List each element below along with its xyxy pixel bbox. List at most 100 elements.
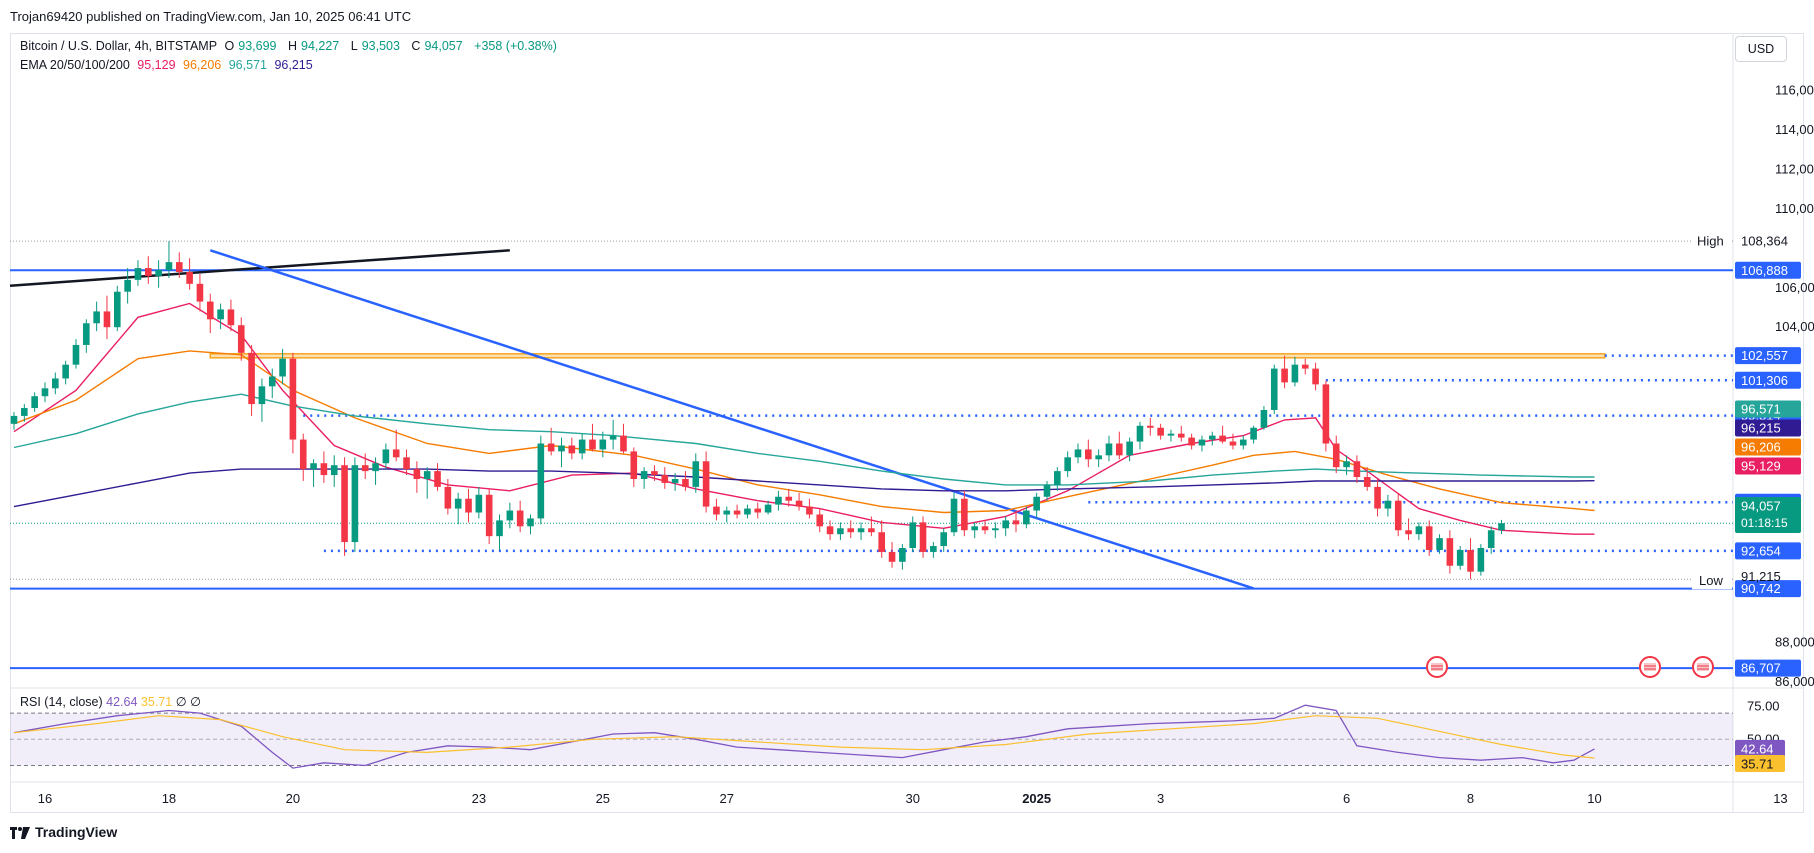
ema-badge-1: 96,215 (1741, 421, 1781, 436)
candle-body-21 (227, 309, 235, 326)
candle-body-59 (620, 435, 627, 452)
candle-body-34 (361, 465, 369, 472)
x-tick-label-2: 20 (286, 791, 300, 806)
ema-label[interactable]: EMA 20/50/100/200 (20, 58, 130, 72)
candle-body-86 (899, 548, 906, 562)
candle-body-89 (930, 546, 937, 552)
symbol-name[interactable]: Bitcoin / U.S. Dollar, 4h, BITSTAMP (20, 39, 218, 53)
change-value: +358 (+0.38%) (474, 39, 557, 53)
ema-badge-2-bg (1735, 438, 1801, 456)
candle-body-77 (806, 506, 813, 515)
x-tick-label-8: 3 (1157, 791, 1164, 806)
candle-body-36 (382, 449, 390, 464)
candle-body-18 (196, 283, 204, 302)
currency-button[interactable]: USD (1735, 36, 1787, 62)
candle-body-127 (1322, 384, 1330, 444)
candle-body-139 (1446, 538, 1454, 566)
low-value: 93,503 (361, 39, 400, 53)
level-badge-2: 101,306 (1741, 373, 1788, 388)
candle-body-78 (816, 514, 824, 527)
candle-body-106 (1105, 443, 1113, 456)
candle-body-100 (1043, 484, 1051, 497)
candle-body-11 (124, 279, 131, 292)
level-badge-0-bg (1735, 261, 1801, 279)
candle-body-33 (351, 465, 359, 543)
candle-body-23 (248, 352, 255, 405)
level-badge-1: 102,557 (1741, 348, 1788, 363)
rsi-line (13, 704, 1595, 769)
candle-body-98 (1023, 510, 1030, 525)
candle-body-26 (279, 358, 286, 377)
high-value: 94,227 (301, 39, 340, 53)
high-label: High (1697, 234, 1724, 249)
us-event-flag-1 (1644, 663, 1656, 671)
countdown-badge: 01:18:15 (1741, 516, 1788, 530)
x-tick-label-3: 23 (472, 791, 486, 806)
level-badge-6: 90,742 (1741, 581, 1781, 596)
candle-body-96 (1002, 520, 1009, 529)
candle-body-60 (630, 451, 638, 479)
x-tick-label-0: 16 (38, 791, 52, 806)
candle-body-115 (1198, 439, 1206, 446)
candle-body-44 (465, 498, 472, 513)
candle-body-20 (217, 309, 224, 320)
low-value: 91,215 (1741, 569, 1781, 584)
candle-body-31 (330, 465, 338, 476)
ema-legend: EMA 20/50/100/200 95,129 96,206 96,571 9… (20, 58, 317, 72)
ema-badge-2: 96,206 (1741, 440, 1781, 455)
candle-body-62 (651, 471, 658, 476)
rsi-label[interactable]: RSI (14, close) (20, 695, 103, 709)
candle-body-73 (764, 504, 772, 513)
candle-body-9 (103, 311, 111, 328)
candle-body-40 (423, 471, 431, 479)
candle-body-3 (41, 388, 49, 397)
candle-body-42 (444, 486, 452, 509)
candle-body-141 (1467, 549, 1474, 572)
candle-body-85 (888, 551, 896, 562)
tradingview-logo[interactable]: TradingView (10, 824, 117, 840)
candle-body-24 (258, 386, 266, 405)
candle-body-74 (775, 496, 782, 505)
ema20-value: 95,129 (137, 58, 176, 72)
candle-body-80 (837, 528, 844, 535)
candle-body-99 (1033, 496, 1040, 511)
candle-body-39 (413, 469, 421, 479)
candle-body-91 (950, 498, 958, 533)
candle-body-15 (165, 262, 173, 271)
candle-body-53 (558, 445, 565, 452)
candle-body-67 (702, 461, 710, 507)
candle-body-129 (1343, 461, 1350, 468)
candle-body-16 (175, 262, 183, 272)
candle-body-114 (1188, 437, 1195, 446)
ema50-value: 96,206 (183, 58, 222, 72)
x-tick-label-1: 18 (162, 791, 176, 806)
rsi-badge: 42.64 (1741, 741, 1774, 756)
candle-body-5 (62, 364, 69, 379)
low-label: Low (1699, 573, 1723, 588)
ema200-value: 96,215 (274, 58, 313, 72)
candle-body-27 (289, 358, 297, 440)
rsi-tick-0: 75.00 (1747, 699, 1780, 714)
candle-body-83 (868, 528, 875, 533)
candle-body-1 (21, 408, 28, 416)
candle-body-13 (144, 268, 152, 276)
candle-body-29 (310, 463, 317, 470)
level-badge-5-bg (1735, 542, 1801, 560)
candle-body-76 (795, 500, 803, 507)
publisher-text: Trojan69420 published on TradingView.com… (10, 9, 412, 24)
candle-body-144 (1498, 523, 1505, 531)
candle-body-43 (454, 498, 462, 509)
candle-body-82 (857, 528, 865, 533)
rsi-ma-badge-bg (1735, 754, 1785, 772)
candle-body-48 (506, 510, 514, 521)
candle-body-140 (1456, 549, 1464, 566)
candle-body-65 (682, 479, 689, 487)
high-label: H (288, 39, 298, 53)
x-tick-label-5: 27 (720, 791, 734, 806)
candle-body-50 (527, 518, 534, 527)
high-label-bg (1692, 232, 1732, 251)
candle-body-41 (434, 471, 441, 487)
symbol-legend: Bitcoin / U.S. Dollar, 4h, BITSTAMP O 93,… (20, 39, 561, 53)
candle-body-116 (1208, 435, 1216, 440)
